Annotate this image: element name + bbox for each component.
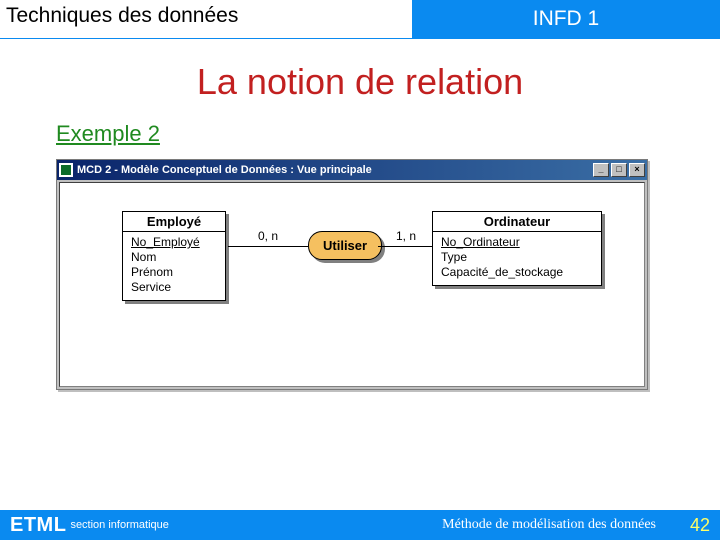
close-button[interactable]: × (629, 163, 645, 177)
page-title: La notion de relation (56, 61, 664, 103)
entity-title: Employé (123, 212, 225, 232)
example-label: Exemple 2 (56, 121, 664, 147)
footer-logo-sub: section informatique (70, 519, 168, 531)
window-title: MCD 2 - Modèle Conceptuel de Données : V… (77, 164, 593, 176)
footer-caption: Méthode de modélisation des données (169, 517, 656, 533)
footer-logo: ETML (10, 514, 66, 537)
maximize-button[interactable]: □ (611, 163, 627, 177)
link-line (378, 246, 432, 247)
header-course-title: Techniques des données (0, 0, 412, 38)
page-number: 42 (670, 515, 710, 536)
footer-bar: ETML section informatique Méthode de mod… (0, 510, 720, 540)
header-course-code: INFD 1 (412, 0, 720, 38)
entity-title: Ordinateur (433, 212, 601, 232)
entity-ordinateur[interactable]: OrdinateurNo_OrdinateurTypeCapacité_de_s… (432, 211, 602, 286)
entity-employe[interactable]: EmployéNo_EmployéNomPrénomService (122, 211, 226, 301)
link-line (228, 246, 308, 247)
entity-body: No_EmployéNomPrénomService (123, 232, 225, 300)
mcd-window: MCD 2 - Modèle Conceptuel de Données : V… (56, 159, 648, 390)
window-titlebar[interactable]: MCD 2 - Modèle Conceptuel de Données : V… (57, 160, 647, 180)
relation-utiliser[interactable]: Utiliser (308, 231, 382, 260)
minimize-button[interactable]: _ (593, 163, 609, 177)
cardinality-label: 0, n (258, 229, 278, 243)
cardinality-label: 1, n (396, 229, 416, 243)
diagram-canvas: EmployéNo_EmployéNomPrénomService Ordinat… (59, 182, 645, 387)
entity-body: No_OrdinateurTypeCapacité_de_stockage (433, 232, 601, 285)
app-icon (59, 163, 73, 177)
